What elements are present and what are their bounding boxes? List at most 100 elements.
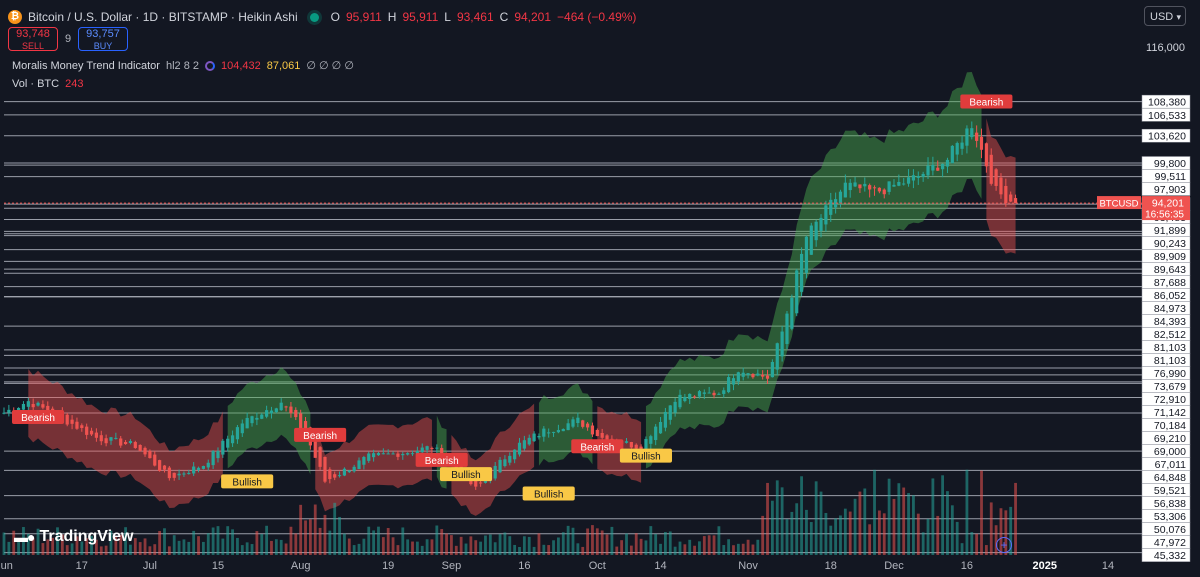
volume-bar <box>51 537 55 555</box>
candle-body <box>644 438 648 449</box>
candle-body <box>858 184 862 189</box>
candle-body <box>226 438 230 448</box>
candle-body <box>138 445 142 451</box>
candle-body <box>668 405 672 420</box>
volume-bar <box>182 539 186 555</box>
volume-bar <box>664 532 667 555</box>
volume-bar <box>566 525 570 555</box>
volume-bar <box>70 543 74 555</box>
candle-body <box>255 417 259 420</box>
currency-select[interactable]: USD ▾ <box>1144 6 1186 26</box>
volume-bar <box>946 491 949 555</box>
volume-bar <box>119 534 123 555</box>
spread-value: 9 <box>64 33 72 45</box>
buy-button[interactable]: 93,757 BUY <box>78 27 128 51</box>
volume-bar <box>386 527 390 555</box>
sell-button[interactable]: 93,748 SELL <box>8 27 58 51</box>
candle-body <box>892 184 896 187</box>
price-level-label: 71,142 <box>1154 407 1186 419</box>
time-axis-label: 18 <box>825 560 837 572</box>
candle-body <box>328 469 332 480</box>
volume-bar <box>673 546 677 555</box>
candle-body <box>493 465 497 479</box>
volume-bar <box>775 480 779 555</box>
candle-body <box>629 442 633 448</box>
candle-body <box>196 467 201 471</box>
volume-bar <box>114 536 118 555</box>
volume-bar <box>95 539 98 555</box>
volume-bar <box>459 536 463 555</box>
volume-bar <box>561 532 565 555</box>
candle-body <box>114 437 118 439</box>
price-level-label: 73,679 <box>1154 381 1186 393</box>
candle-body <box>386 453 390 455</box>
volume-bar <box>454 545 458 555</box>
volume-bar <box>17 540 20 555</box>
candle-body <box>148 451 152 459</box>
volume-bar <box>834 518 838 555</box>
candle-body <box>945 159 950 167</box>
volume-bar <box>56 527 59 555</box>
volume-bar <box>625 533 628 555</box>
volume-bar <box>343 533 346 555</box>
volume-bar <box>420 545 424 555</box>
candle-body <box>649 436 653 444</box>
volume-bar <box>255 531 259 555</box>
volume-bar <box>493 542 497 555</box>
candle-body <box>16 407 21 412</box>
volume-bar <box>22 527 25 555</box>
price-level-label: 84,393 <box>1154 316 1186 328</box>
candle-body <box>921 173 925 177</box>
candle-body <box>834 199 838 208</box>
volume-value: 243 <box>65 78 84 90</box>
signal-tag-label: Bearish <box>425 456 459 467</box>
candle-body <box>663 411 668 428</box>
volume-bar <box>839 515 842 555</box>
bullish-band <box>227 367 311 475</box>
volume-bar <box>527 536 531 555</box>
candle-body <box>36 402 40 406</box>
volume-bar <box>450 535 453 555</box>
bullish-band <box>538 383 593 466</box>
candle-body <box>265 410 269 417</box>
volume-bar <box>153 544 157 555</box>
volume-bar <box>2 532 6 555</box>
time-axis: Jun 17 Jul 15 Aug 19 Sep 16 Oct 14 Nov 18 Dec 16 2025 1… <box>0 560 1114 572</box>
candle-body <box>153 454 157 466</box>
brand-name: TradingView <box>39 528 134 545</box>
volume-bar <box>469 536 473 555</box>
candle-body <box>712 392 716 396</box>
volume-bar <box>537 533 541 555</box>
volume-bar <box>148 546 152 555</box>
symbol-title[interactable]: Bitcoin / U.S. Dollar · 1D · BITSTAMP · … <box>28 10 298 24</box>
volume-bar <box>522 536 526 555</box>
volume-bar <box>192 530 196 555</box>
signal-tag-bg <box>415 452 468 467</box>
bearish-signal-tag: Bearish <box>11 409 65 424</box>
indicator-value-1: 104,432 <box>220 59 261 72</box>
candle-body <box>868 185 872 190</box>
candle-body <box>551 431 556 433</box>
candle-body <box>595 429 599 437</box>
candle-body <box>274 408 278 412</box>
volume-bar <box>211 527 215 555</box>
candle-body <box>654 426 658 441</box>
candle-body <box>216 451 220 459</box>
volume-legend[interactable]: Vol · BTC 243 <box>12 78 83 90</box>
candle-body <box>824 205 828 225</box>
indicator-legend[interactable]: Moralis Money Trend Indicator hl2 8 2 10… <box>12 59 354 73</box>
volume-bar <box>129 544 132 555</box>
add-plus-icon[interactable]: + <box>996 537 1012 553</box>
signal-tag-label: Bullish <box>631 452 660 463</box>
time-axis-label: 14 <box>654 560 666 572</box>
candle-body <box>337 475 342 477</box>
volume-bar <box>780 487 784 555</box>
volume-bar <box>552 540 555 555</box>
candle-body <box>571 419 575 427</box>
volume-bar <box>921 532 925 555</box>
candle-body <box>581 420 585 427</box>
signal-tag-bg <box>294 427 347 442</box>
volume-bars <box>2 469 1017 555</box>
tradingview-mark-icon: ▬● <box>14 529 35 545</box>
